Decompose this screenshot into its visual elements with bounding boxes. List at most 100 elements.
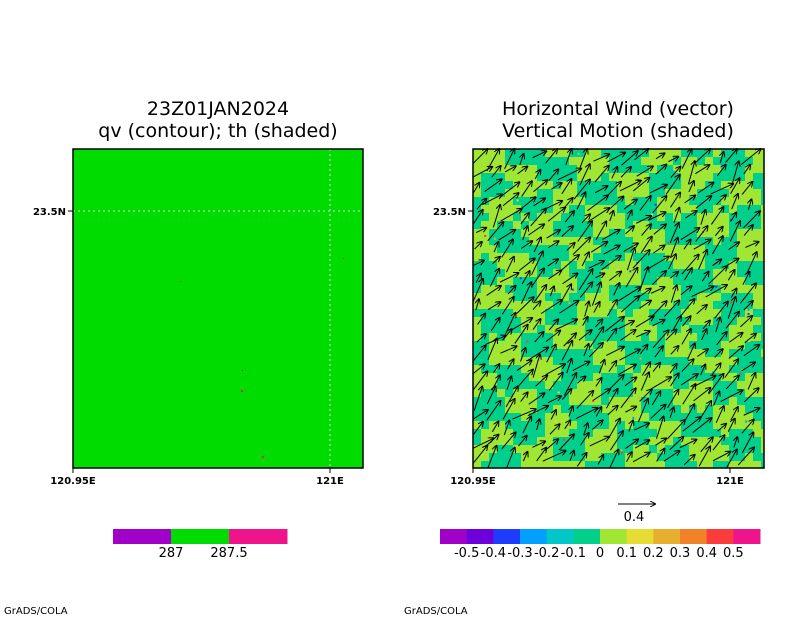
shade-cell — [705, 221, 713, 229]
shade-cell — [601, 437, 609, 445]
wind-vector — [652, 271, 666, 285]
shade-cell — [497, 293, 505, 301]
shade-cell — [745, 389, 753, 397]
wind-vector — [547, 396, 561, 404]
shade-cell — [609, 277, 617, 285]
shade-cell — [721, 213, 729, 221]
shade-cell — [505, 213, 513, 221]
shade-cell — [497, 429, 505, 437]
wind-vector — [667, 390, 679, 409]
shade-cell — [665, 429, 673, 437]
wind-vector — [520, 282, 531, 304]
shade-cell — [577, 389, 585, 397]
wind-vector — [502, 399, 515, 420]
shade-cell — [529, 317, 537, 325]
shade-cell — [505, 205, 513, 213]
shade-cell — [561, 269, 569, 277]
shade-speck — [694, 377, 697, 380]
shade-cell — [673, 253, 681, 261]
shade-cell — [609, 413, 617, 421]
wind-vector — [653, 245, 664, 254]
shade-cell — [601, 349, 609, 357]
wind-vector — [545, 149, 558, 164]
wind-vector — [545, 201, 562, 210]
wind-vector — [741, 362, 755, 372]
wind-vector — [594, 186, 607, 194]
wind-vector — [548, 373, 563, 391]
wind-vector — [547, 241, 558, 249]
shade-speck — [571, 288, 574, 291]
shade-cell — [521, 365, 529, 373]
shade-cell — [689, 349, 697, 357]
wind-vector — [656, 449, 665, 462]
shade-cell — [641, 285, 649, 293]
shade-cell — [657, 381, 665, 389]
shade-cell — [593, 221, 601, 229]
shade-cell — [481, 381, 489, 389]
wind-vector — [625, 407, 636, 413]
wind-vector — [743, 225, 753, 236]
shade-cell — [641, 189, 649, 197]
shade-cell — [617, 261, 625, 269]
shade-cell — [745, 197, 753, 205]
wind-vector — [583, 344, 589, 357]
wind-vector — [520, 154, 524, 166]
shade-cell — [705, 461, 713, 468]
wind-vector — [607, 406, 618, 416]
shade-cell — [617, 189, 625, 197]
wind-vector — [683, 455, 694, 466]
shade-cell — [633, 445, 641, 453]
shade-cell — [625, 269, 633, 277]
shade-cell — [481, 245, 489, 253]
wind-vector — [520, 392, 528, 402]
wind-vector — [522, 226, 528, 241]
wind-vector — [476, 299, 479, 311]
shade-cell — [761, 389, 764, 397]
wind-vector — [618, 287, 640, 302]
left-title-line2: qv (contour); th (shaded) — [98, 120, 337, 142]
shade-cell — [761, 149, 764, 157]
shade-cell — [729, 325, 737, 333]
shade-cell — [521, 165, 529, 173]
wind-vector — [741, 182, 752, 195]
shade-cell — [481, 237, 489, 245]
shade-cell — [745, 189, 753, 197]
wind-vector — [670, 272, 678, 279]
shade-cell — [569, 189, 577, 197]
shade-cell — [521, 357, 529, 365]
shade-cell — [657, 205, 665, 213]
wind-vector — [682, 384, 696, 405]
shade-cell — [681, 261, 689, 269]
wind-vector — [633, 423, 649, 431]
wind-vector — [521, 181, 532, 197]
right-colorbar-label: 0.1 — [616, 546, 637, 561]
wind-vector — [650, 287, 664, 294]
shade-cell — [689, 245, 697, 253]
shade-cell — [473, 389, 481, 397]
left-panel: 23Z01JAN2024 qv (contour); th (shaded) 2… — [33, 98, 364, 561]
right-colorbar-box — [653, 529, 681, 544]
shade-cell — [609, 397, 617, 405]
shade-cell — [569, 237, 577, 245]
wind-vector — [714, 349, 723, 358]
shade-cell — [473, 253, 481, 261]
shade-cell — [593, 149, 601, 157]
shade-cell — [505, 333, 513, 341]
shade-cell — [609, 269, 617, 277]
shade-cell — [673, 261, 681, 269]
shade-cell — [545, 445, 553, 453]
shade-cell — [649, 373, 657, 381]
wind-vector — [665, 175, 680, 195]
shade-cell — [473, 317, 481, 325]
wind-vector — [487, 222, 504, 242]
shade-cell — [601, 229, 609, 237]
shade-cell — [697, 461, 705, 468]
shade-cell — [473, 453, 481, 461]
wind-vector — [564, 420, 571, 430]
right-colorbar-box — [546, 529, 574, 544]
wind-vector — [535, 375, 548, 387]
shade-cell — [489, 245, 497, 253]
wind-vector — [698, 446, 710, 467]
shade-cell — [625, 173, 633, 181]
shade-cell — [593, 445, 601, 453]
